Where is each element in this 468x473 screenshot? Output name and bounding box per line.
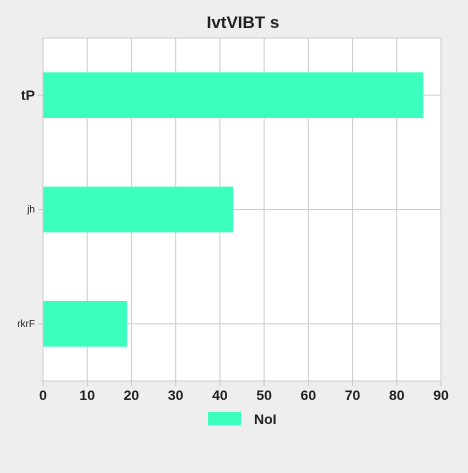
x-tick-label: 70: [345, 387, 361, 403]
x-tick-label: 20: [124, 387, 140, 403]
legend: NoI: [208, 411, 277, 427]
x-tick-label: 90: [433, 387, 449, 403]
chart-title: IvtVIBT s: [207, 13, 280, 32]
x-tick-label: 80: [389, 387, 405, 403]
bars: [43, 72, 424, 347]
x-tick-label: 0: [39, 387, 47, 403]
x-tick-label: 10: [79, 387, 95, 403]
bar: [43, 186, 234, 233]
y-tick-labels: tP jh rkrF: [17, 87, 35, 330]
bar: [43, 72, 424, 119]
y-tick-label: jh: [26, 205, 35, 216]
legend-swatch: [208, 412, 241, 425]
x-tick-label: 40: [212, 387, 228, 403]
plot-border: [42, 37, 442, 382]
x-tick-labels: 0 10 20 30 40 50 60 70 80 90: [39, 387, 449, 403]
x-tick-label: 60: [301, 387, 317, 403]
legend-label: NoI: [254, 411, 277, 427]
y-tick-label: rkrF: [17, 319, 35, 330]
bar: [43, 300, 128, 347]
x-tick-label: 30: [168, 387, 184, 403]
y-tick-label: tP: [21, 87, 35, 103]
x-tick-label: 50: [256, 387, 272, 403]
